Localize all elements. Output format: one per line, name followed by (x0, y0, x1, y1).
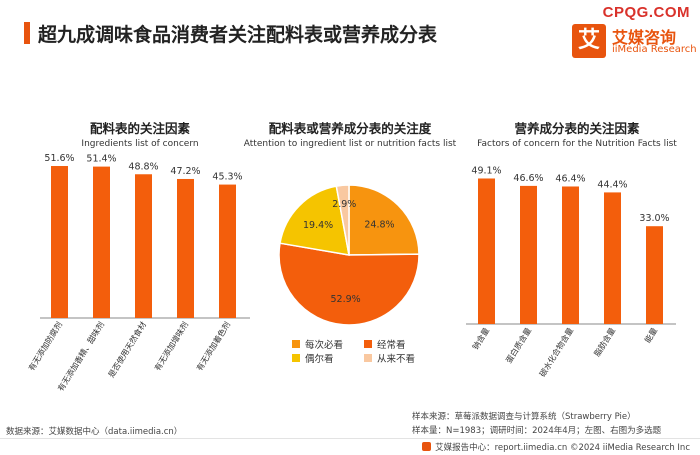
bar-0-0 (51, 166, 68, 318)
bar-2-1 (520, 185, 537, 324)
footer-divider (0, 438, 700, 439)
pie-value-label-2: 19.4% (303, 220, 333, 231)
title-accent-bar (24, 22, 30, 44)
bar-category-label-0-4: 有无添加着色剂 (194, 320, 232, 373)
bar-2-4 (646, 226, 663, 324)
bar-value-label-2-4: 33.0% (639, 213, 669, 224)
bar-category-label-2-4: 能量 (642, 326, 659, 345)
bar-value-label-2-0: 49.1% (471, 165, 501, 176)
legend-swatch-icon (292, 340, 300, 348)
middle-chart-subtitle: Attention to ingredient list or nutritio… (243, 139, 457, 149)
bar-value-label-2-3: 44.4% (597, 179, 627, 190)
data-source-note: 数据来源：艾媒数据中心（data.iimedia.cn） (6, 427, 183, 437)
legend-label: 每次必看 (305, 340, 344, 351)
pie-value-label-3: 2.9% (332, 199, 356, 210)
bar-value-label-0-2: 48.8% (128, 161, 158, 172)
site-url: CPQG.COM (602, 4, 690, 21)
report-center-note: 艾媒报告中心：report.iimedia.cn ©2024 iiMedia R… (422, 441, 690, 453)
bar-value-label-0-1: 51.4% (86, 154, 116, 165)
left-chart-subtitle: Ingredients list of concern (81, 139, 199, 149)
bar-0-4 (219, 184, 236, 318)
bar-category-label-0-1: 有无添加香精、甜味剂 (55, 320, 106, 393)
bar-value-label-2-1: 46.6% (513, 173, 543, 184)
sample-source-note: 样本来源：草莓派数据调查与计算系统（Strawberry Pie） (412, 412, 636, 422)
pie-slice-2 (279, 185, 350, 256)
bar-category-label-0-2: 是否使用天然食材 (106, 320, 148, 380)
legend-label: 偶尔看 (305, 354, 334, 365)
legend-item-3: 从来不看 (364, 351, 415, 365)
brand-logo: 艾 艾媒咨询 iiMedia Research (572, 24, 697, 58)
legend-item-1: 经常看 (364, 337, 406, 351)
right-chart-title: 营养成分表的关注因素 (514, 121, 640, 136)
pie-slice-1 (278, 242, 420, 326)
legend-swatch-icon (364, 354, 372, 362)
legend-item-0: 每次必看 (292, 337, 343, 351)
logo-en-text: iiMedia Research (612, 44, 697, 55)
bar-0-2 (135, 174, 152, 318)
report-center-text: 艾媒报告中心：report.iimedia.cn ©2024 iiMedia R… (435, 443, 690, 453)
mini-logo-icon (422, 442, 432, 451)
pie-value-label-1: 52.9% (331, 294, 361, 305)
bar-category-label-2-0: 钠含量 (470, 326, 491, 352)
bar-2-2 (562, 186, 579, 324)
bar-value-label-0-0: 51.6% (44, 153, 74, 164)
bar-category-label-0-0: 有无添加防腐剂 (26, 320, 64, 373)
legend-label: 经常看 (377, 340, 406, 351)
bar-category-label-0-3: 有无添加增味剂 (152, 320, 190, 373)
legend-label: 从来不看 (377, 354, 416, 365)
pie-slice-3 (335, 184, 350, 256)
legend-swatch-icon (364, 340, 372, 348)
bar-0-1 (93, 166, 110, 318)
legend-swatch-icon (292, 354, 300, 362)
bar-value-label-0-3: 47.2% (170, 166, 200, 177)
logo-cn-text: 艾媒咨询 (612, 28, 677, 47)
bar-category-label-2-1: 蛋白质含量 (504, 326, 534, 365)
page-title: 超九成调味食品消费者关注配料表或营养成分表 (38, 24, 438, 46)
sample-info-note: 样本量：N=1983；调研时间：2024年4月；左图、右图为多选题 (412, 426, 662, 436)
bar-value-label-0-4: 45.3% (212, 172, 242, 183)
left-chart-title: 配料表的关注因素 (89, 121, 190, 136)
bar-0-3 (177, 178, 194, 318)
bar-category-label-2-3: 脂肪含量 (592, 326, 617, 358)
bar-2-3 (604, 192, 621, 324)
middle-chart-title: 配料表或营养成分表的关注度 (268, 121, 432, 136)
pie-slice-0 (348, 184, 420, 256)
legend-item-2: 偶尔看 (292, 351, 334, 365)
bar-2-0 (478, 178, 495, 324)
bar-value-label-2-2: 46.4% (555, 173, 585, 184)
pie-value-label-0: 24.8% (364, 220, 394, 231)
right-chart-subtitle: Factors of concern for the Nutrition Fac… (477, 139, 677, 149)
logo-mark-icon: 艾 (572, 24, 606, 58)
bar-category-label-2-2: 碳水化合物含量 (537, 326, 575, 379)
